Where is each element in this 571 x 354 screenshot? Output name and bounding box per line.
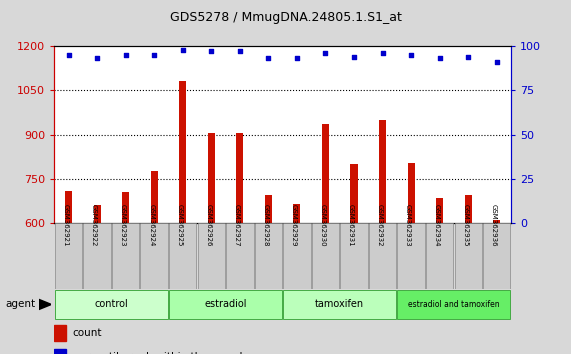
Point bbox=[150, 52, 159, 58]
Text: estradiol: estradiol bbox=[204, 299, 247, 309]
Text: GSM362936: GSM362936 bbox=[490, 204, 497, 246]
Bar bbox=[179, 81, 186, 223]
Text: percentile rank within the sample: percentile rank within the sample bbox=[73, 352, 248, 354]
Bar bbox=[493, 220, 500, 223]
Text: GSM362926: GSM362926 bbox=[205, 204, 211, 246]
Point bbox=[264, 56, 273, 61]
Point bbox=[64, 52, 73, 58]
Bar bbox=[65, 190, 72, 223]
Bar bbox=[322, 124, 329, 223]
Bar bbox=[483, 223, 510, 289]
Text: GSM362928: GSM362928 bbox=[262, 204, 268, 246]
Bar bbox=[436, 198, 443, 223]
Bar bbox=[397, 290, 510, 319]
Bar bbox=[169, 223, 196, 289]
Bar bbox=[208, 133, 215, 223]
Point bbox=[321, 50, 330, 56]
Point bbox=[492, 59, 501, 65]
Point bbox=[235, 48, 244, 54]
Bar bbox=[140, 223, 168, 289]
Bar bbox=[54, 349, 66, 354]
Text: GSM362924: GSM362924 bbox=[148, 204, 154, 246]
Bar bbox=[236, 133, 243, 223]
Text: GSM362925: GSM362925 bbox=[176, 204, 183, 246]
Text: GSM362931: GSM362931 bbox=[348, 204, 354, 246]
Bar bbox=[293, 204, 300, 223]
Bar bbox=[112, 223, 139, 289]
Bar bbox=[379, 120, 386, 223]
Bar bbox=[198, 223, 225, 289]
Text: GSM362932: GSM362932 bbox=[376, 204, 383, 246]
Text: GSM362922: GSM362922 bbox=[91, 204, 97, 246]
Text: GSM362930: GSM362930 bbox=[319, 204, 325, 246]
Point bbox=[93, 56, 102, 61]
Bar bbox=[455, 223, 482, 289]
Text: GSM362927: GSM362927 bbox=[234, 204, 240, 246]
Bar bbox=[255, 223, 282, 289]
Bar bbox=[265, 195, 272, 223]
Bar bbox=[94, 205, 100, 223]
Text: agent: agent bbox=[6, 299, 36, 309]
Bar bbox=[169, 290, 282, 319]
Bar bbox=[283, 223, 311, 289]
Point bbox=[292, 56, 301, 61]
Bar bbox=[226, 223, 254, 289]
Bar bbox=[312, 223, 339, 289]
Text: GSM362933: GSM362933 bbox=[405, 204, 411, 246]
Point bbox=[207, 48, 216, 54]
Polygon shape bbox=[39, 299, 51, 309]
Point bbox=[464, 54, 473, 59]
Text: tamoxifen: tamoxifen bbox=[315, 299, 364, 309]
Bar bbox=[55, 290, 168, 319]
Bar bbox=[122, 192, 129, 223]
Bar bbox=[55, 223, 82, 289]
Bar bbox=[369, 223, 396, 289]
Bar bbox=[408, 162, 415, 223]
Bar bbox=[465, 195, 472, 223]
Bar bbox=[283, 290, 396, 319]
Text: GSM362935: GSM362935 bbox=[462, 204, 468, 246]
Bar bbox=[151, 171, 158, 223]
Point bbox=[378, 50, 387, 56]
Bar bbox=[426, 223, 453, 289]
Point bbox=[121, 52, 130, 58]
Text: control: control bbox=[94, 299, 128, 309]
Text: count: count bbox=[73, 328, 102, 338]
Bar bbox=[351, 164, 357, 223]
Bar bbox=[54, 325, 66, 341]
Point bbox=[407, 52, 416, 58]
Text: estradiol and tamoxifen: estradiol and tamoxifen bbox=[408, 300, 500, 309]
Text: GSM362921: GSM362921 bbox=[62, 204, 69, 246]
Text: GSM362929: GSM362929 bbox=[291, 204, 297, 246]
Text: GSM362923: GSM362923 bbox=[119, 204, 126, 246]
Text: GSM362934: GSM362934 bbox=[433, 204, 440, 246]
Bar bbox=[83, 223, 111, 289]
Bar bbox=[340, 223, 368, 289]
Point bbox=[178, 47, 187, 52]
Bar bbox=[397, 223, 425, 289]
Text: GDS5278 / MmugDNA.24805.1.S1_at: GDS5278 / MmugDNA.24805.1.S1_at bbox=[170, 11, 401, 24]
Point bbox=[349, 54, 359, 59]
Point bbox=[435, 56, 444, 61]
